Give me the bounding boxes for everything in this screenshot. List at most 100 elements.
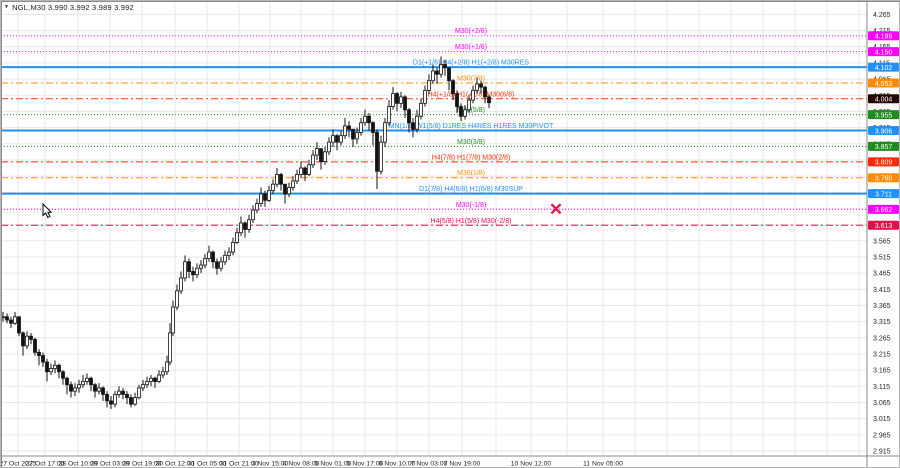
candle-body <box>45 361 49 373</box>
candle-body <box>431 70 435 82</box>
candle-body <box>371 122 375 133</box>
candle-body <box>117 390 121 395</box>
candle-body <box>65 377 69 386</box>
candle-body <box>175 290 179 308</box>
candle-body <box>267 190 271 201</box>
price-badge-value: 3.613 <box>875 223 893 230</box>
price-badge-value: 4.053 <box>875 81 893 88</box>
sell-signal-x-marker[interactable]: ✕ <box>549 200 563 219</box>
price-tick-label: 3.065 <box>873 400 891 407</box>
candle-body <box>239 222 243 234</box>
candle-body <box>21 332 25 347</box>
candle-body <box>347 125 351 130</box>
price-badge-value: 3.711 <box>875 191 892 198</box>
candle-body <box>13 316 17 324</box>
price-tick-label: 3.315 <box>873 319 891 326</box>
price-badge <box>868 204 899 214</box>
candle-body <box>97 387 101 392</box>
level-label: M30(+2/8) <box>455 28 487 35</box>
candle-body <box>187 261 191 272</box>
candle-body <box>375 132 379 172</box>
candle-body <box>299 167 303 175</box>
candle-body <box>25 335 29 347</box>
candle-body <box>105 393 109 402</box>
price-badge-value: 4.150 <box>875 49 893 56</box>
time-axis-label: 10 Nov 12:00 <box>511 461 552 468</box>
candle-body <box>339 135 343 143</box>
price-tick-label: 3.015 <box>873 416 891 423</box>
candle-body <box>403 96 407 111</box>
candle-body <box>447 67 451 82</box>
time-axis-panel[interactable] <box>1 456 900 468</box>
candle-body <box>343 125 347 137</box>
price-badge-value: 3.857 <box>875 144 893 151</box>
price-badge <box>868 47 899 57</box>
candle-body <box>319 148 323 162</box>
level-label: M30(-1/8) <box>456 202 486 209</box>
price-badge-value: 4.004 <box>875 97 893 104</box>
candle-body <box>295 174 299 182</box>
candle-body <box>41 355 45 363</box>
candle-body <box>211 251 215 263</box>
price-tick-label: 3.265 <box>873 335 891 342</box>
candle-body <box>351 128 355 140</box>
candle-body <box>451 80 455 95</box>
candle-body <box>101 387 105 395</box>
level-label: M30(3/8) <box>457 139 485 146</box>
price-badge <box>868 110 899 120</box>
candle-body <box>439 64 443 75</box>
level-label: H4(+1/8) H1(+1/8) M30(6/8) <box>428 91 515 98</box>
candle-body <box>427 80 431 91</box>
candle-body <box>149 377 153 382</box>
candle-body <box>199 264 203 269</box>
candle-body <box>85 377 89 382</box>
candle-body <box>153 377 157 382</box>
candle-body <box>271 183 275 192</box>
time-axis-label: 7 Nov 19:00 <box>444 461 481 468</box>
mouse-cursor <box>42 202 53 219</box>
price-tick-label: 3.515 <box>873 254 891 261</box>
price-tick-label: 3.415 <box>873 287 891 294</box>
candle-body <box>223 254 227 263</box>
level-label: H4(7/8) H1(7/8) M30(2/8) <box>432 154 511 161</box>
time-axis-label: 29 Oct 03:00 <box>91 461 130 468</box>
candle-body <box>471 89 475 101</box>
price-badge <box>868 94 899 104</box>
candle-body <box>129 397 133 405</box>
candle-body <box>327 141 331 153</box>
price-tick-label: 3.165 <box>873 368 891 375</box>
level-label: D1(+1/8) H4(+2/8) H1(+2/8) M30RES <box>413 60 529 67</box>
time-axis-label: 27 Oct 17:00 <box>26 461 65 468</box>
candle-body <box>29 335 33 340</box>
level-label: M30(5/8) <box>457 107 485 114</box>
candle-body <box>263 193 267 201</box>
candle-body <box>81 381 85 386</box>
candle-body <box>435 70 439 75</box>
time-axis-label: 28 Oct 10:00 <box>59 461 98 468</box>
candle-body <box>275 174 279 185</box>
chart-title-text: NGL,M30 3.990 3.992 3.989 3.992 <box>12 3 134 12</box>
price-badge-value: 3.662 <box>875 207 893 214</box>
candle-body <box>215 261 219 269</box>
time-axis-label: 27 Oct 2025 <box>1 461 37 468</box>
candle-body <box>171 306 175 334</box>
price-badge <box>868 157 899 167</box>
level-label: M30(+1/8) <box>455 44 487 51</box>
candle-body <box>255 203 259 211</box>
price-badge <box>868 189 899 199</box>
chart-title: ▼ NGL,M30 3.990 3.992 3.989 3.992 <box>4 3 134 12</box>
candle-body <box>251 209 255 221</box>
symbol-dropdown-icon[interactable]: ▼ <box>4 4 10 10</box>
price-badge <box>868 62 899 72</box>
price-badge <box>868 78 899 88</box>
candle-body <box>283 183 287 195</box>
candle-body <box>183 261 187 279</box>
candle-body <box>363 115 367 124</box>
price-tick-label: 3.465 <box>873 271 891 278</box>
candle-body <box>463 109 467 117</box>
candle-body <box>125 393 129 399</box>
time-axis-label: 11 Nov 05:00 <box>583 461 623 468</box>
candle-body <box>467 99 471 111</box>
